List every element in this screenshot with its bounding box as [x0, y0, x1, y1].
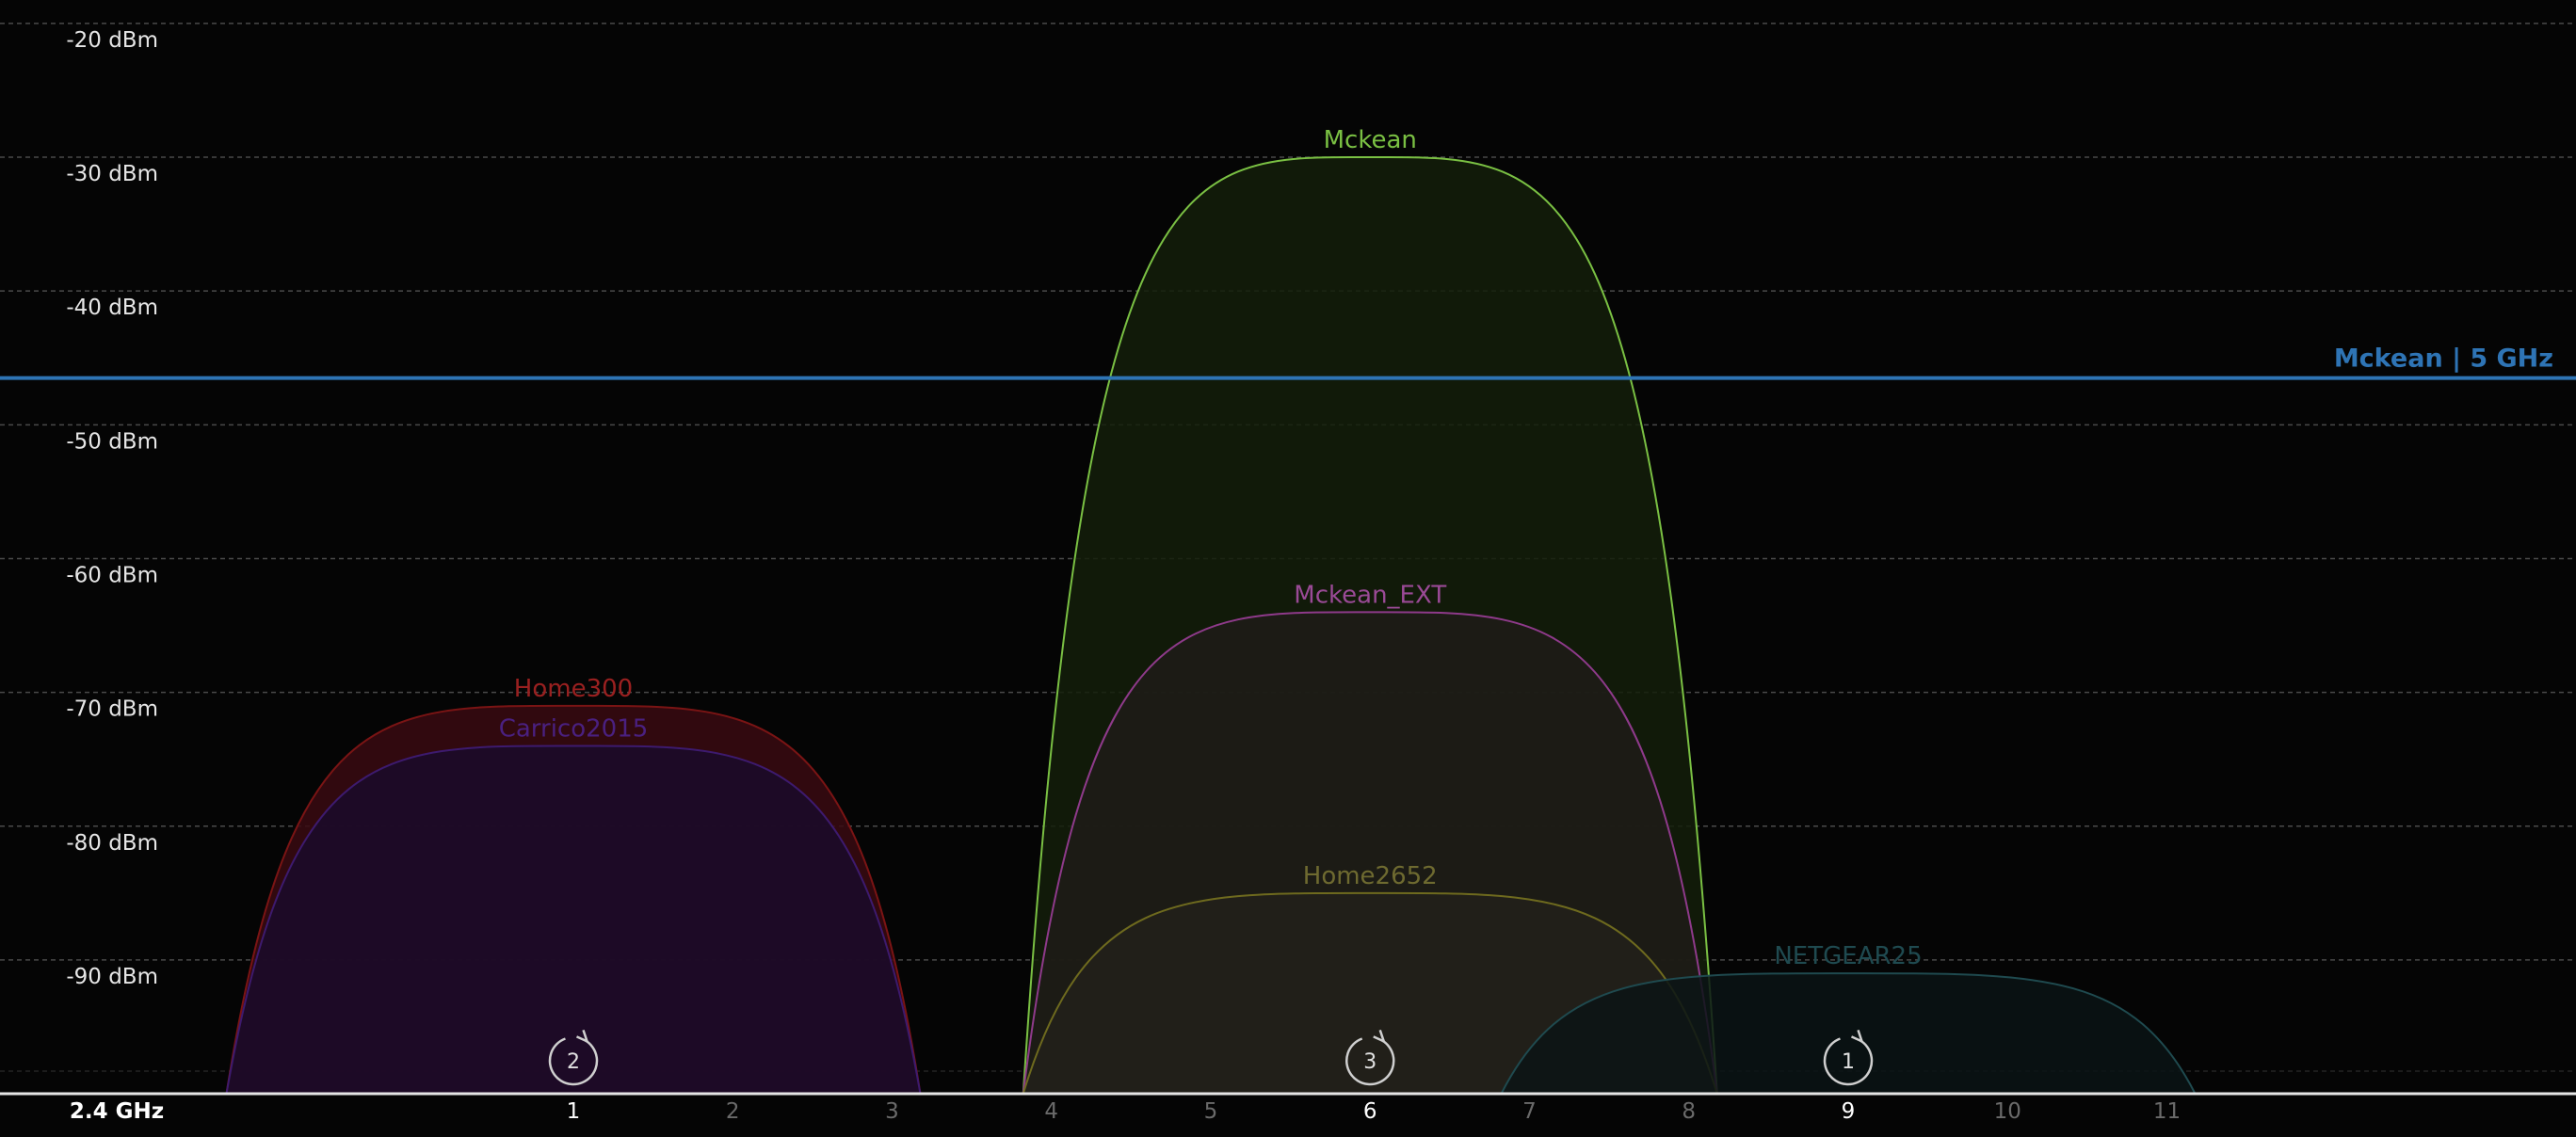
y-tick-label: -50 dBm: [66, 429, 158, 454]
x-tick-label: 8: [1682, 1099, 1696, 1124]
network-label: Mckean: [1324, 126, 1417, 154]
x-tick-label: 5: [1204, 1099, 1218, 1124]
x-tick-label: 6: [1363, 1099, 1377, 1124]
network-curve-netgear25: [1499, 972, 2198, 1095]
channel-badges: 2 3 1: [548, 1029, 1874, 1086]
y-tick-label: -40 dBm: [66, 296, 158, 320]
y-tick-label: -30 dBm: [66, 162, 158, 186]
x-axis: 2.4 GHz 1 2 3 4 5 6 7 8 9 10 11: [0, 1092, 2576, 1124]
network-label: NETGEAR25: [1774, 942, 1922, 970]
x-tick-label: 1: [567, 1099, 581, 1124]
refresh-icon: [1823, 1037, 1874, 1086]
y-tick-label: -90 dBm: [66, 965, 158, 989]
x-tick-label: 2: [726, 1099, 740, 1124]
network-label: Carrico2015: [499, 714, 649, 743]
channel-count-badge[interactable]: 3: [1345, 1029, 1395, 1086]
x-tick-label: 7: [1522, 1099, 1537, 1124]
reference-line-label: Mckean | 5 GHz: [2334, 344, 2553, 374]
x-tick-label: 11: [2153, 1099, 2181, 1124]
arrow-icon: [1850, 1029, 1864, 1044]
refresh-icon: [1345, 1037, 1395, 1086]
network-label: Mckean_EXT: [1294, 581, 1446, 609]
band-label[interactable]: 2.4 GHz: [70, 1099, 164, 1124]
channel-count-badge[interactable]: 2: [548, 1029, 599, 1086]
channel-count: 2: [567, 1050, 580, 1074]
channel-count-badge[interactable]: 1: [1823, 1029, 1874, 1086]
network-label: Home2652: [1303, 862, 1438, 890]
channel-count: 1: [1842, 1050, 1855, 1074]
reference-line-group: Mckean | 5 GHz: [0, 344, 2576, 380]
x-tick-label: 3: [885, 1099, 899, 1124]
y-tick-label: -80 dBm: [66, 831, 158, 856]
arrow-icon: [575, 1029, 589, 1044]
network-curve-carrico2015: [225, 745, 922, 1095]
y-tick-label: -20 dBm: [66, 28, 158, 53]
x-tick-label: 4: [1044, 1099, 1058, 1124]
arrow-icon: [1373, 1029, 1386, 1044]
network-label: Home300: [514, 675, 633, 703]
y-tick-label: -60 dBm: [66, 563, 158, 587]
y-axis-labels: -20 dBm -30 dBm -40 dBm -50 dBm -60 dBm -70 d…: [66, 28, 158, 989]
channel-count: 3: [1363, 1050, 1377, 1074]
x-tick-label: 9: [1842, 1099, 1856, 1124]
network-curves: Home300 Carrico2015 Mckean Mckean_EXT Home26…: [225, 126, 2198, 1095]
x-tick-label: 10: [1994, 1099, 2021, 1124]
y-tick-label: -70 dBm: [66, 697, 158, 722]
refresh-icon: [548, 1037, 599, 1086]
